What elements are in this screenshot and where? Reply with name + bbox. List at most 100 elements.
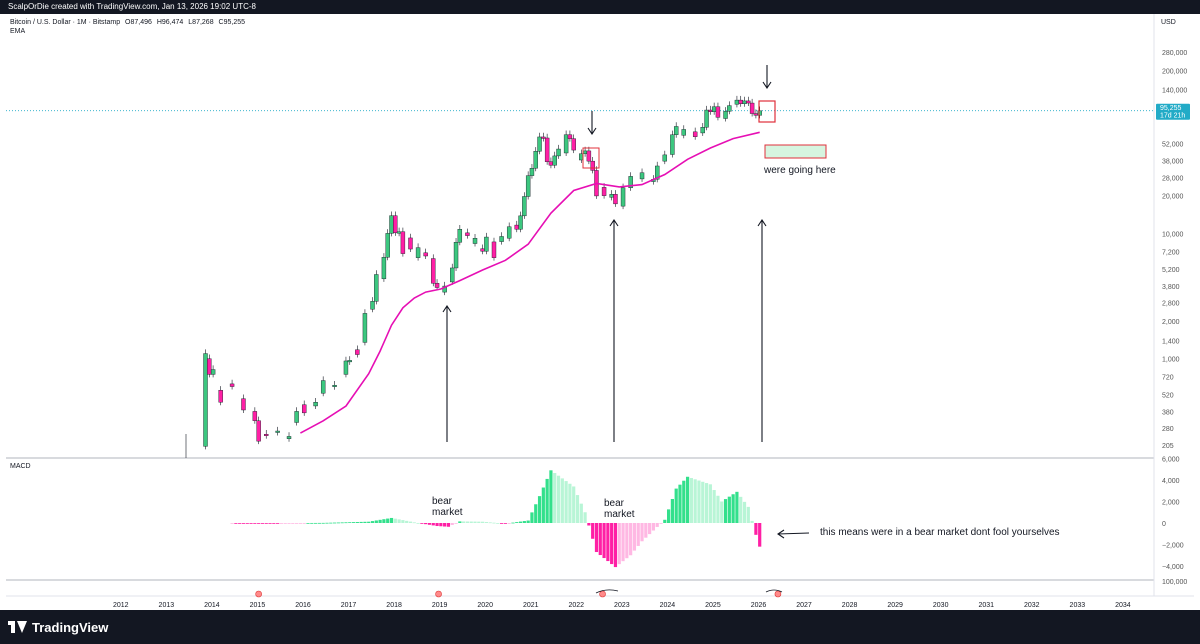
event-marker[interactable]	[255, 590, 262, 598]
macd-bar	[484, 522, 488, 523]
time-axis-label: 2019	[432, 602, 448, 609]
event-marker[interactable]	[435, 590, 442, 598]
macd-bar	[731, 494, 735, 523]
macd-bar	[678, 484, 682, 523]
macd-bar	[758, 523, 762, 547]
macd-bar	[594, 523, 599, 553]
macd-bar	[670, 498, 674, 523]
macd-bar	[348, 522, 352, 524]
candle	[218, 390, 223, 403]
time-axis-label: 2018	[386, 602, 402, 609]
macd-bar	[412, 522, 416, 524]
candle	[723, 111, 728, 119]
macd-bar	[386, 518, 390, 523]
macd-legend[interactable]: MACD	[10, 463, 31, 470]
macd-bar	[579, 503, 583, 523]
macd-bar	[264, 523, 268, 524]
candle	[601, 187, 607, 196]
macd-bar	[332, 522, 337, 524]
price-chart-svg[interactable]: USD 280,000 200,000 140,000 52,000 38,000 28,0…	[6, 14, 1194, 610]
macd-bar	[272, 523, 276, 524]
candle	[609, 194, 614, 198]
macd-bar	[667, 509, 671, 523]
chart-header: ScalpOrDie created with TradingView.com,…	[0, 0, 1200, 14]
macd-bar	[530, 512, 534, 523]
macd-bar	[636, 523, 640, 546]
ema-legend[interactable]: EMA	[10, 28, 26, 35]
macd-bar	[378, 519, 382, 523]
macd-bar	[511, 522, 515, 524]
macd-bar	[245, 523, 249, 524]
macd-bar	[496, 523, 500, 524]
macd-note-arrow	[777, 532, 810, 535]
macd-bar	[503, 523, 507, 524]
time-axis-label: 2033	[1070, 602, 1086, 609]
macd-bar	[355, 522, 359, 523]
macd-bar	[340, 522, 344, 524]
candle	[727, 105, 732, 112]
ohlc-low: L87,268	[188, 19, 214, 26]
candle	[582, 150, 588, 154]
macd-bar	[697, 480, 701, 523]
macd-bar	[629, 523, 633, 556]
macd-bar	[374, 520, 378, 523]
candle	[302, 404, 307, 414]
candle	[355, 349, 360, 355]
time-axis-label: 2025	[705, 602, 721, 609]
candle	[586, 150, 592, 162]
candle	[655, 165, 660, 180]
macd-bar	[462, 521, 466, 523]
price-axis-label: 280	[1162, 426, 1174, 433]
bear-note-annotation: this means were in a bear market dont fo…	[820, 527, 1060, 538]
macd-axis-label: 6,000	[1162, 457, 1180, 464]
candle	[252, 411, 258, 421]
time-axis-label: 2030	[933, 602, 949, 609]
candle	[229, 383, 235, 387]
macd-bar	[238, 523, 242, 524]
macd-bar	[382, 519, 386, 523]
macd-bar	[481, 521, 485, 523]
tradingview-logo[interactable]: TradingView	[8, 620, 108, 635]
macd-bar	[735, 491, 739, 523]
candle	[450, 267, 455, 283]
candle	[241, 398, 246, 411]
macd-bar	[302, 523, 306, 524]
price-axis-label: 28,000	[1162, 175, 1184, 182]
macd-bar	[283, 523, 287, 524]
macd-bar	[613, 523, 618, 568]
macd-bar	[545, 478, 549, 523]
event-marker[interactable]	[599, 590, 606, 598]
candle	[343, 360, 349, 375]
candle	[453, 242, 459, 269]
last-price-tag[interactable]	[1156, 103, 1190, 120]
macd-bar	[583, 512, 587, 523]
time-axis-label: 2028	[842, 602, 858, 609]
candle	[673, 126, 679, 135]
bear-market-label-2: bear market	[604, 498, 635, 520]
macd-axis-label: 2,000	[1162, 500, 1180, 507]
macd-bar	[344, 522, 348, 524]
candle	[537, 136, 542, 152]
macd-bar	[363, 521, 367, 523]
macd-bar	[640, 523, 644, 542]
time-axis-label: 2034	[1115, 602, 1131, 609]
macd-bar	[435, 523, 439, 527]
macd-bar	[257, 523, 261, 524]
macd-bar	[750, 520, 754, 523]
macd-bar	[234, 523, 238, 524]
macd-bar	[336, 522, 340, 524]
candle	[320, 380, 326, 394]
time-axis-label: 2021	[523, 602, 539, 609]
candle	[442, 285, 447, 293]
macd-bar	[685, 476, 690, 523]
event-marker[interactable]	[774, 590, 782, 598]
candle	[393, 215, 398, 234]
time-axis-label: 2029	[887, 602, 903, 609]
price-axis-label: 140,000	[1162, 88, 1187, 95]
chart-frame: USD 280,000 200,000 140,000 52,000 38,000 28,0…	[6, 14, 1194, 610]
macd-bar	[556, 475, 561, 523]
macd-axis-label: −2,000	[1162, 543, 1184, 550]
time-axis-label: 2023	[614, 602, 630, 609]
macd-bar	[739, 496, 743, 523]
candle	[749, 102, 755, 114]
